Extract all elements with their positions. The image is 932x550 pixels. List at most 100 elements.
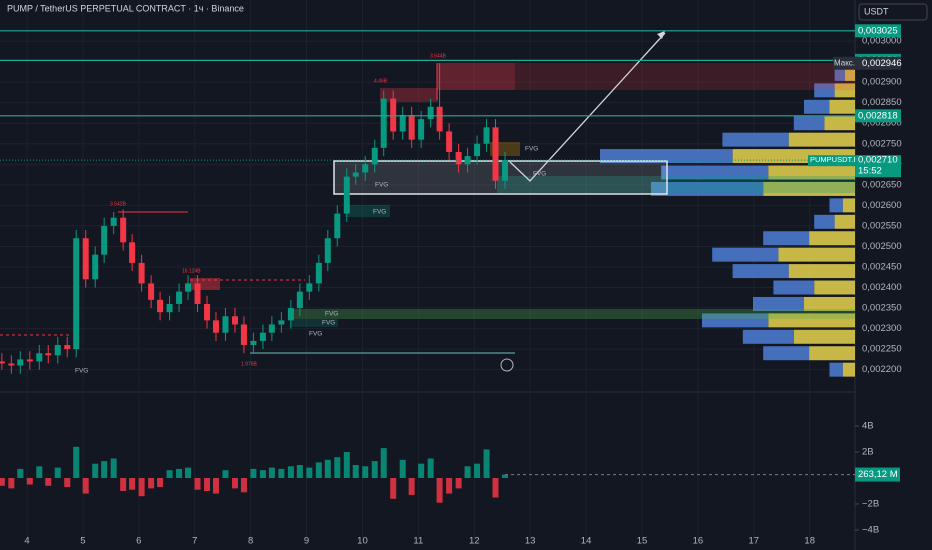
profile-bar: [824, 116, 855, 131]
volume-bar: [315, 462, 322, 478]
candle-body: [26, 359, 33, 362]
volume-bar: [371, 461, 378, 478]
profile-bar: [732, 264, 789, 279]
x-tick-label: 12: [469, 536, 480, 547]
max-badge: [833, 56, 901, 70]
candle-body: [371, 147, 378, 165]
demand-zone: [497, 176, 855, 193]
last-price-badge: [855, 155, 901, 178]
y-tick-label: 0,003000: [862, 36, 902, 47]
volume-bar: [82, 477, 89, 494]
y-tick-label: 0,002500: [862, 241, 902, 252]
candle-body: [231, 316, 238, 325]
profile-bar: [829, 362, 843, 377]
candle-body: [148, 283, 155, 300]
candle-body: [222, 316, 229, 333]
volume-bar: [399, 459, 406, 478]
profile-bar: [702, 313, 769, 328]
profile-bar: [844, 66, 855, 81]
candle-body: [324, 238, 331, 263]
x-tick-label: 4: [24, 536, 29, 547]
candle-body: [250, 340, 257, 346]
volume-bar: [8, 477, 15, 489]
profile-bar: [814, 214, 835, 229]
candle-body: [455, 151, 462, 165]
volume-bar: [212, 477, 219, 494]
profile-bar: [793, 116, 825, 131]
profile-bar: [600, 149, 733, 164]
profile-bar: [788, 132, 855, 147]
profile-bar: [834, 214, 855, 229]
volume-bar: [250, 468, 257, 478]
candle-body: [240, 324, 247, 346]
volume-bar: [138, 477, 145, 497]
volume-bar: [390, 477, 397, 499]
candle-body: [259, 332, 266, 341]
candle-body: [436, 106, 443, 132]
annotation: 16.124B: [182, 268, 201, 274]
y-tick-label: 0,002550: [862, 220, 902, 231]
profile-bar: [778, 247, 855, 262]
currency-button[interactable]: [858, 3, 928, 21]
candle-body: [166, 303, 173, 313]
candle-body: [92, 254, 99, 280]
volume-bar: [45, 477, 52, 486]
fvg-label: FVG: [325, 311, 338, 318]
y-tick-label: 0,002900: [862, 77, 902, 88]
volume-bar: [240, 477, 247, 493]
last-price-label: 0,002710: [858, 155, 898, 166]
volume-bar: [287, 466, 294, 478]
candle-body: [343, 176, 350, 214]
chart-title: PUMP / TetherUS PERPETUAL CONTRACT · 1ч …: [7, 3, 244, 13]
fvg-label: FVG: [75, 368, 88, 375]
profile-bar: [804, 296, 855, 311]
candle-body: [464, 156, 471, 165]
volume-bar: [324, 459, 331, 478]
x-tick-label: 16: [693, 536, 704, 547]
x-tick-label: 11: [413, 536, 423, 547]
volume-bar: [26, 477, 33, 485]
volume-bar: [157, 477, 164, 488]
candle-body: [129, 242, 136, 263]
arrow-head: [657, 31, 665, 39]
profile-bar: [788, 264, 855, 279]
y-tick-label: 0,002250: [862, 344, 902, 355]
volume-bar: [222, 470, 229, 478]
range-box: [333, 160, 668, 195]
profile-bar: [814, 83, 835, 98]
fvg-band: [290, 309, 855, 319]
volume-bar: [502, 474, 509, 478]
annotation: 3.542B: [110, 201, 127, 207]
volume-bar: [204, 477, 211, 491]
volume-bar: [92, 463, 99, 478]
candle-body: [315, 262, 322, 284]
candle-body: [474, 143, 481, 157]
fvg-label: FVG: [309, 331, 322, 338]
profile-bar: [768, 165, 855, 180]
volume-bar: [296, 464, 303, 478]
alert-icon: [500, 358, 514, 372]
candle-body: [120, 217, 127, 243]
profile-bar: [722, 132, 789, 147]
candle-body: [64, 345, 71, 350]
candle-body: [0, 361, 5, 364]
volume-bar: [36, 466, 43, 478]
fvg-zone: [380, 88, 438, 102]
fvg-label: FVG: [533, 171, 546, 178]
profile-bar: [829, 99, 855, 114]
y-tick-label: 0,002300: [862, 323, 902, 334]
level-label: 0,003025: [858, 25, 898, 36]
profile-bar: [763, 231, 810, 246]
currency-label[interactable]: USDT: [864, 6, 889, 16]
y-tick-label: 0,002800: [862, 118, 902, 129]
volume-bar: [334, 457, 341, 478]
profile-bar: [804, 99, 830, 114]
candle-body: [446, 131, 453, 152]
profile-bar: [842, 198, 855, 213]
volume-bar: [483, 449, 490, 478]
candle-body: [306, 283, 313, 292]
profile-bar: [768, 313, 855, 328]
volume-bar: [148, 477, 155, 489]
y2-tick-label: 2B: [862, 447, 874, 458]
volume-bar: [427, 458, 434, 478]
